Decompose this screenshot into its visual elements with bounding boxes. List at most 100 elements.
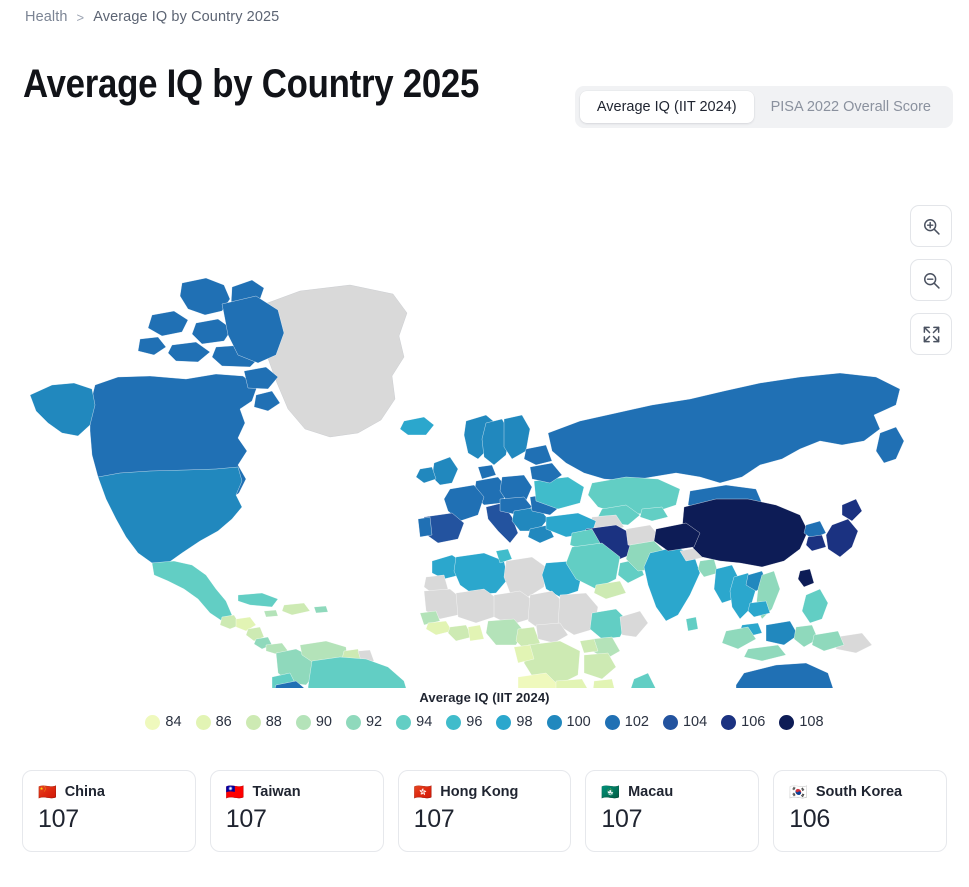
- legend-item[interactable]: 90: [295, 714, 332, 730]
- country-mexico[interactable]: [152, 561, 232, 621]
- country-tanzania[interactable]: [584, 653, 616, 679]
- country-algeria[interactable]: [454, 553, 508, 595]
- country-indonesia-papua[interactable]: [812, 631, 844, 651]
- fullscreen-button[interactable]: [910, 313, 952, 355]
- country-canada-arctic-6[interactable]: [138, 337, 166, 355]
- country-kyrgyzstan[interactable]: [640, 507, 668, 521]
- country-united-kingdom[interactable]: [432, 457, 458, 485]
- country-greenland[interactable]: [258, 285, 407, 437]
- country-china[interactable]: [682, 499, 808, 567]
- country-denmark[interactable]: [478, 465, 496, 479]
- country-card[interactable]: 🇹🇼 Taiwan 107: [209, 770, 384, 852]
- country-somalia[interactable]: [620, 611, 648, 637]
- country-senegal[interactable]: [420, 611, 440, 625]
- country-angola[interactable]: [518, 673, 558, 688]
- country-guatemala[interactable]: [220, 615, 240, 629]
- country-canada-arctic-9[interactable]: [244, 367, 278, 389]
- country-france[interactable]: [444, 485, 484, 521]
- country-nigeria[interactable]: [486, 619, 524, 645]
- country-united-states[interactable]: [98, 467, 242, 563]
- country-brazil[interactable]: [308, 657, 410, 688]
- country-canada-arctic-3[interactable]: [148, 311, 188, 336]
- legend-item[interactable]: 86: [195, 714, 232, 730]
- country-cambodia[interactable]: [748, 601, 770, 617]
- country-uganda[interactable]: [580, 639, 598, 653]
- country-taiwan[interactable]: [798, 569, 814, 587]
- country-tibet-west[interactable]: [654, 523, 700, 551]
- country-sri-lanka[interactable]: [686, 617, 698, 631]
- tab-average-iq[interactable]: Average IQ (IIT 2024): [579, 91, 754, 123]
- legend-item[interactable]: 102: [604, 714, 649, 730]
- country-australia[interactable]: [736, 663, 834, 688]
- country-haiti-dr[interactable]: [282, 603, 310, 615]
- country-ukraine[interactable]: [534, 477, 584, 509]
- country-canada-arctic-7[interactable]: [168, 342, 210, 362]
- legend-item[interactable]: 94: [396, 714, 432, 730]
- country-kamchatka[interactable]: [876, 427, 904, 463]
- country-portugal[interactable]: [418, 517, 432, 537]
- country-philippines[interactable]: [802, 589, 828, 623]
- country-tunisia[interactable]: [496, 549, 512, 563]
- country-belarus[interactable]: [530, 463, 562, 483]
- legend-item[interactable]: 104: [662, 714, 707, 730]
- zoom-out-button[interactable]: [910, 259, 952, 301]
- legend-item[interactable]: 108: [779, 714, 824, 730]
- country-zambia[interactable]: [556, 679, 590, 688]
- card-header: 🇰🇷 South Korea: [789, 784, 931, 800]
- country-car[interactable]: [536, 623, 568, 643]
- country-card[interactable]: 🇲🇴 Macau 107: [585, 770, 760, 852]
- country-indonesia-java[interactable]: [744, 645, 786, 661]
- country-canada-arctic-10[interactable]: [254, 391, 280, 411]
- country-libya[interactable]: [504, 557, 546, 597]
- country-card[interactable]: 🇰🇷 South Korea 106: [773, 770, 947, 852]
- legend-value: 86: [215, 714, 232, 730]
- country-sweden[interactable]: [482, 419, 510, 465]
- legend-item[interactable]: 100: [546, 714, 591, 730]
- legend-item[interactable]: 96: [446, 714, 482, 730]
- country-jamaica[interactable]: [264, 610, 278, 617]
- country-iceland[interactable]: [400, 417, 434, 435]
- legend-item[interactable]: 92: [345, 714, 382, 730]
- country-japan-main[interactable]: [826, 519, 858, 557]
- legend-item[interactable]: 98: [496, 714, 533, 730]
- breadcrumb-link-health[interactable]: Health: [25, 9, 68, 25]
- country-yemen[interactable]: [594, 581, 626, 599]
- country-russia[interactable]: [548, 373, 900, 483]
- world-choropleth-map[interactable]: [0, 133, 969, 688]
- card-header: 🇨🇳 China: [38, 784, 180, 800]
- breadcrumb: Health > Average IQ by Country 2025: [25, 9, 279, 25]
- country-ireland[interactable]: [416, 467, 436, 483]
- country-card[interactable]: 🇨🇳 China 107: [22, 770, 196, 852]
- country-indonesia-sulawesi[interactable]: [794, 625, 818, 647]
- country-baltics[interactable]: [524, 445, 552, 465]
- country-madagascar[interactable]: [630, 673, 656, 688]
- country-alaska[interactable]: [30, 383, 95, 436]
- map-svg[interactable]: [0, 133, 969, 688]
- country-canada-arctic-1[interactable]: [180, 278, 230, 315]
- country-mozambique[interactable]: [592, 679, 618, 688]
- country-peru[interactable]: [272, 681, 312, 688]
- country-cuba[interactable]: [238, 593, 278, 607]
- country-canada-arctic-4[interactable]: [192, 319, 232, 344]
- country-indonesia-borneo[interactable]: [766, 621, 798, 645]
- country-indonesia-sumatra[interactable]: [722, 627, 756, 649]
- legend-item[interactable]: 106: [721, 714, 765, 730]
- tab-pisa-score[interactable]: PISA 2022 Overall Score: [754, 91, 948, 123]
- country-ethiopia[interactable]: [590, 609, 628, 639]
- legend-item[interactable]: 88: [245, 714, 282, 730]
- zoom-in-button[interactable]: [910, 205, 952, 247]
- country-ghana[interactable]: [468, 625, 484, 641]
- country-japan[interactable]: [842, 499, 862, 521]
- country-south-korea[interactable]: [806, 535, 826, 551]
- country-guinea[interactable]: [426, 621, 452, 635]
- country-honduras[interactable]: [236, 617, 256, 631]
- country-card[interactable]: 🇭🇰 Hong Kong 107: [397, 770, 572, 852]
- country-puerto-rico[interactable]: [314, 606, 328, 613]
- country-mali[interactable]: [456, 589, 498, 623]
- country-bangladesh[interactable]: [698, 559, 718, 577]
- country-kazakhstan[interactable]: [588, 477, 680, 515]
- country-gabon[interactable]: [514, 645, 534, 663]
- country-baffin[interactable]: [222, 296, 284, 363]
- country-ivory-coast[interactable]: [448, 625, 472, 641]
- legend-item[interactable]: 84: [145, 714, 182, 730]
